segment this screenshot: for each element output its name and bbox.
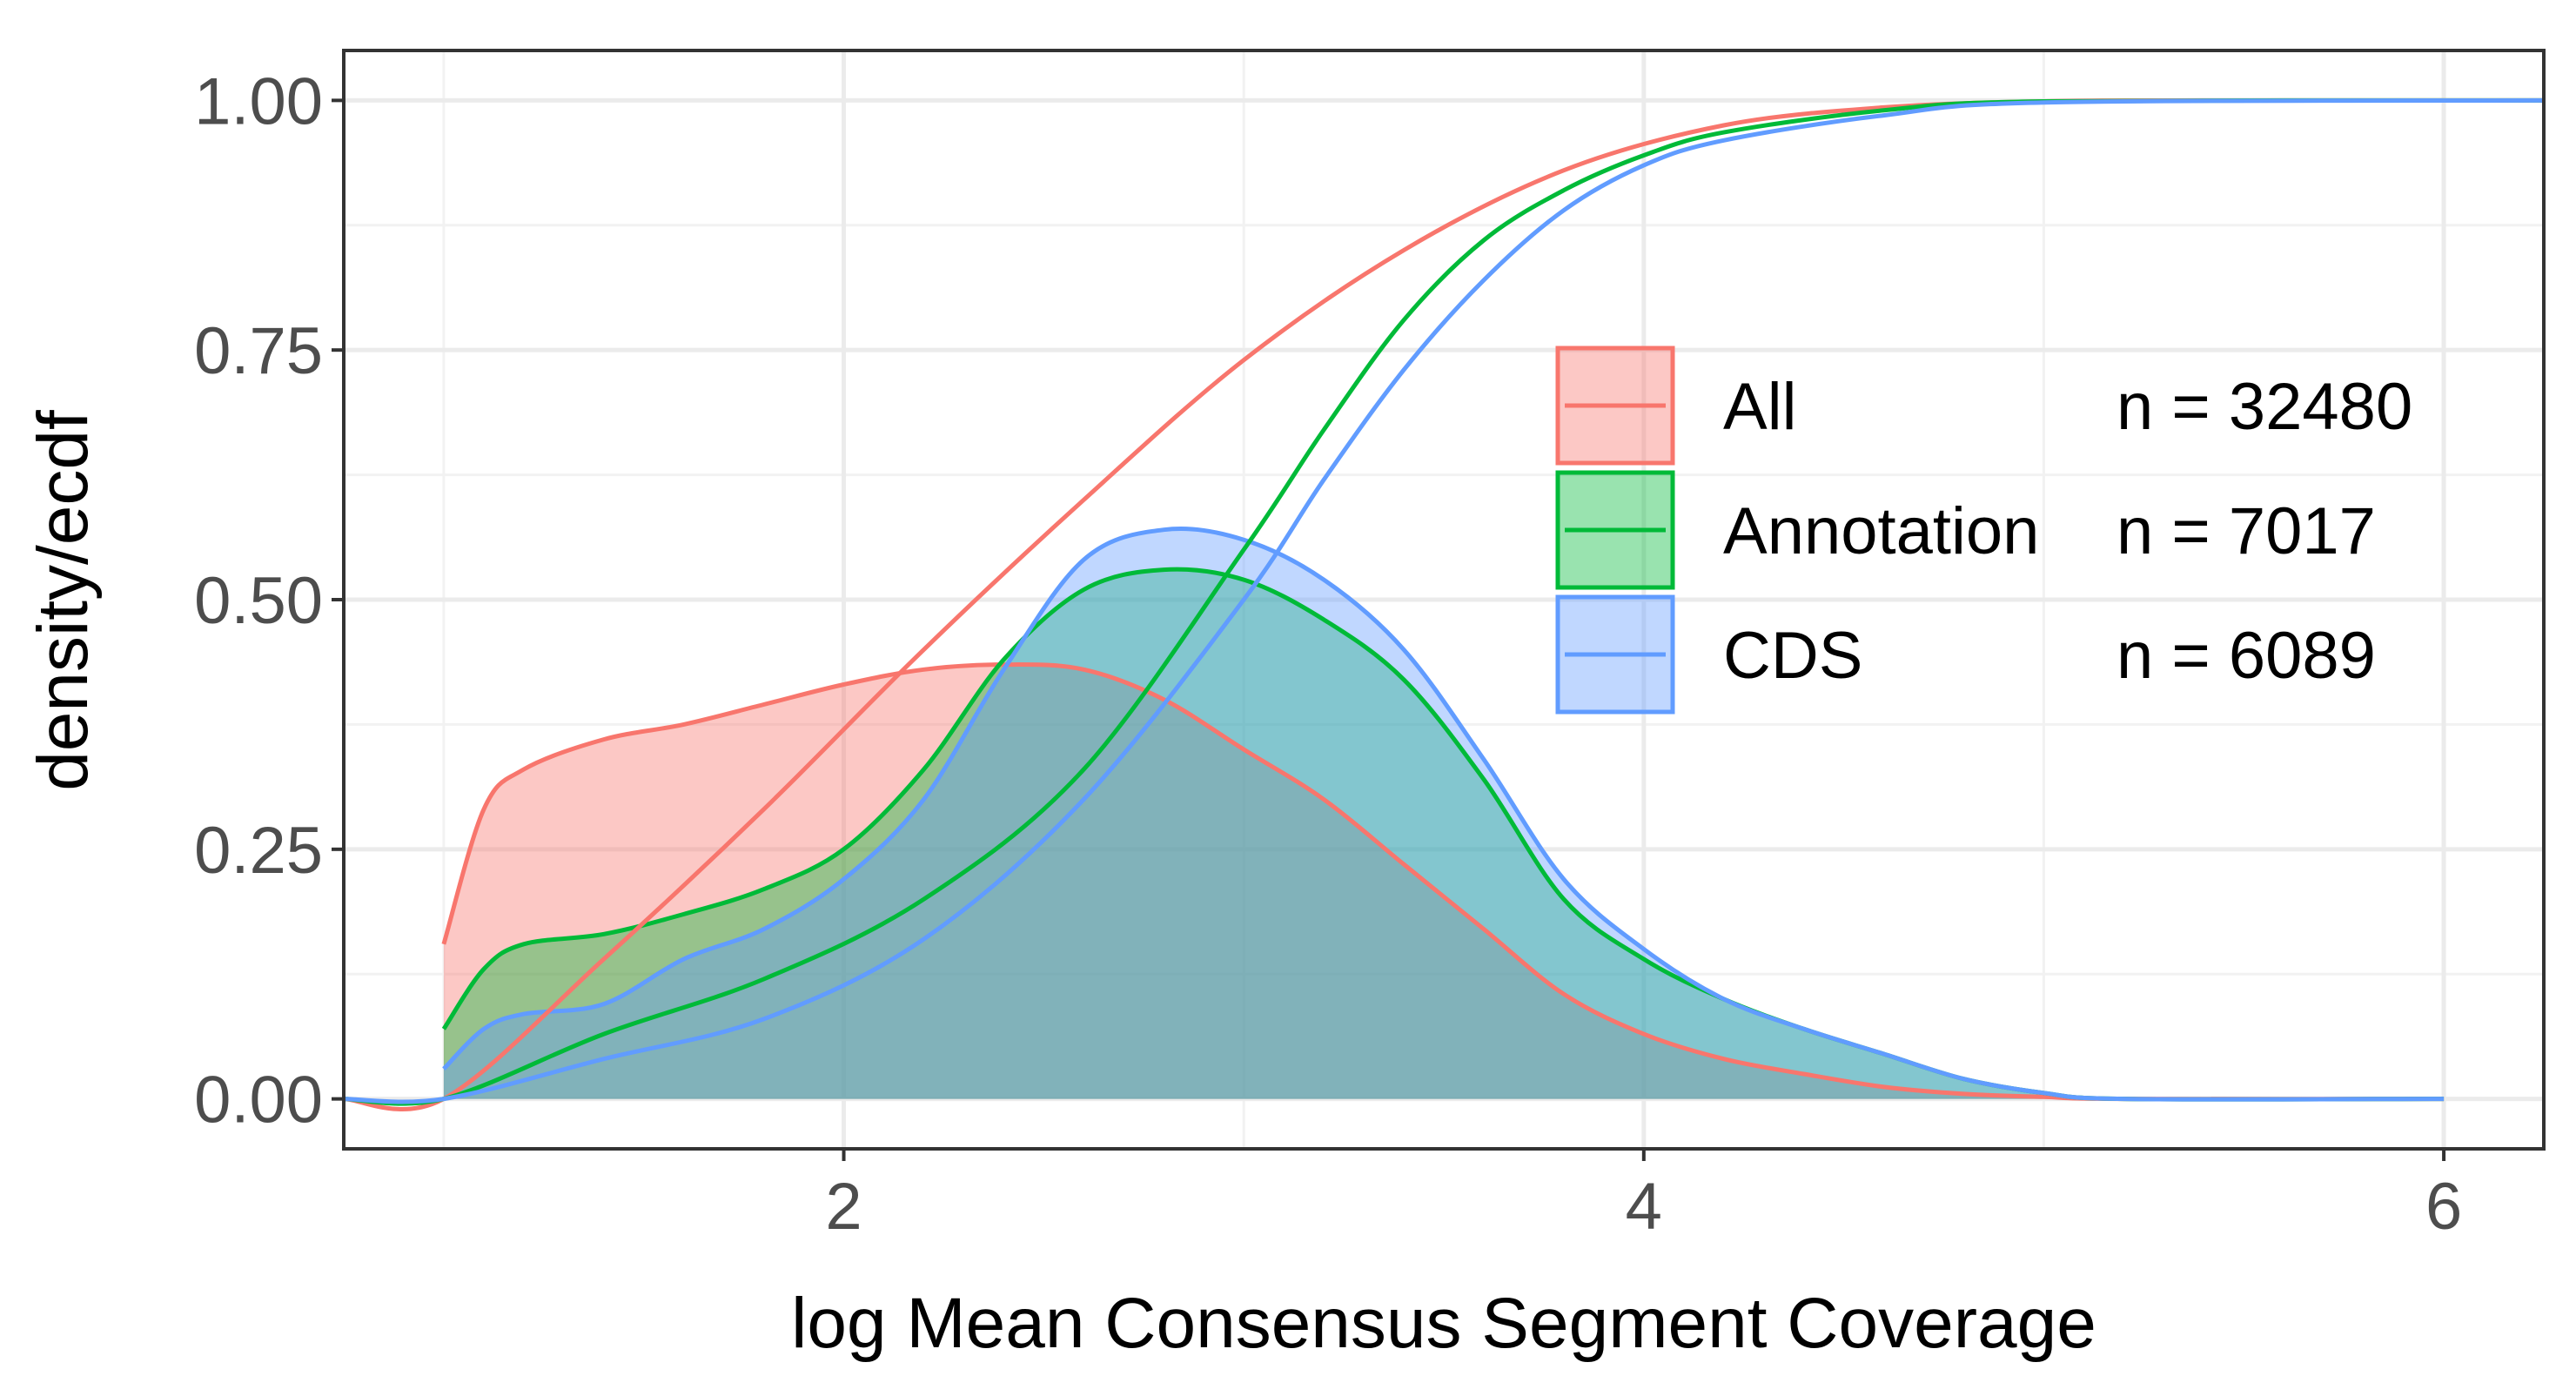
ecdf-line-annotation [343,97,2545,1106]
legend-label-cds: CDS [1723,619,1862,693]
axis-tick-labels: 2 4 6 0.00 0.25 0.50 0.75 1.00 [194,64,2462,1244]
ecdf-line-cds [343,97,2545,1104]
density-outlines [441,527,2445,1102]
legend-count-cds: n = 6089 [2116,619,2376,693]
y-tick-label: 0.75 [194,314,323,388]
density-area-annotation [443,569,2445,1100]
x-tick-label: 2 [825,1170,862,1244]
x-tick-label: 6 [2425,1170,2462,1244]
density-line-cds [442,527,2445,1102]
density-area-cds [443,528,2445,1100]
y-tick-label: 0.50 [194,564,323,638]
y-tick-label: 1.00 [194,64,323,138]
x-tick-label: 4 [1626,1170,1662,1244]
legend-label-all: All [1723,370,1796,444]
density-line-all [441,662,2445,1102]
y-tick-label: 0.25 [194,814,323,888]
legend-count-all: n = 32480 [2116,370,2412,444]
axis-ticks [332,98,2446,1161]
x-axis-title: log Mean Consensus Segment Coverage [791,1284,2096,1363]
legend-count-annotation: n = 7017 [2116,494,2376,568]
y-tick-label: 0.00 [194,1064,323,1138]
legend: All n = 32480 Annotation n = 7017 CDS n = 608… [1555,346,2412,715]
ecdf-lines [343,97,2545,1112]
y-axis-title: density/ecdf [23,410,103,791]
legend-label-annotation: Annotation [1723,494,2039,568]
